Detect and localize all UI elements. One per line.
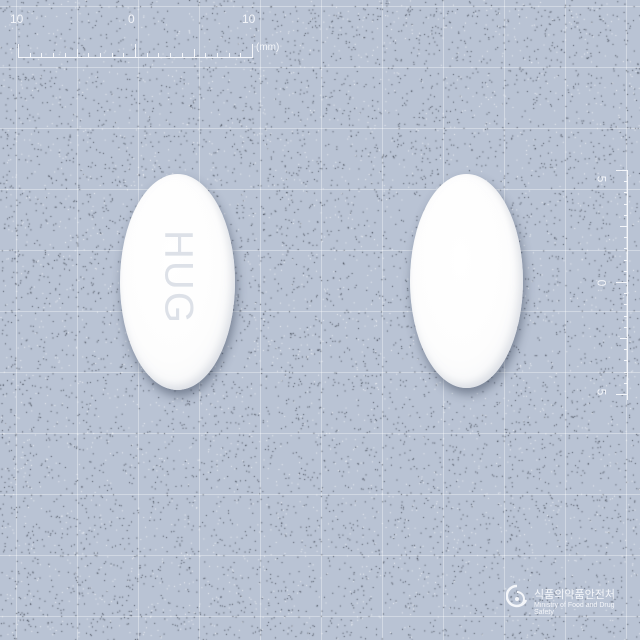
ruler-right <box>612 170 628 400</box>
ruler-tick <box>228 53 230 58</box>
ruler-tick <box>616 394 628 395</box>
ruler-tick <box>624 304 628 306</box>
ruler-tick <box>205 53 207 58</box>
ruler-top-label-left: 10 <box>10 12 24 26</box>
ruler-tick <box>193 49 195 58</box>
ruler-top-label-right: 10 <box>242 12 256 26</box>
ruler-tick <box>620 338 628 339</box>
ruler-tick <box>624 315 628 317</box>
ruler-tick <box>252 44 253 58</box>
logo-korean-text: 식품의약품안전처 <box>534 589 615 601</box>
pill-back <box>410 174 523 388</box>
ruler-tick <box>624 181 628 183</box>
ruler-tick <box>624 270 628 272</box>
ruler-tick <box>624 360 628 362</box>
ruler-right-label-bottom: 5 <box>594 388 609 396</box>
ruler-right-label-top: 5 <box>594 175 609 183</box>
ruler-tick <box>99 53 101 58</box>
pill-front <box>120 174 235 390</box>
ruler-top <box>18 40 253 58</box>
ruler-tick <box>216 53 218 58</box>
ruler-tick <box>620 226 628 227</box>
ruler-tick <box>123 53 125 58</box>
logo-english-text: Ministry of Food and Drug Safety <box>534 602 615 616</box>
ruler-tick <box>29 53 31 58</box>
ruler-tick <box>76 49 78 58</box>
pill-imprint: ΗUG <box>156 230 201 325</box>
ruler-tick <box>624 192 628 194</box>
ruler-tick <box>240 53 242 58</box>
ruler-tick <box>41 53 43 58</box>
mfds-emblem-icon <box>506 584 528 608</box>
ruler-tick <box>624 326 628 328</box>
ruler-tick <box>53 53 55 58</box>
ruler-tick <box>146 53 148 58</box>
ruler-tick <box>170 53 172 58</box>
ruler-tick <box>135 44 136 58</box>
ruler-top-label-center: 0 <box>128 12 135 26</box>
ruler-tick <box>624 293 628 295</box>
ruler-tick <box>158 53 160 58</box>
ruler-tick <box>624 203 628 205</box>
ruler-right-label-center: 0 <box>594 279 609 287</box>
ruler-tick <box>111 53 113 58</box>
ruler-tick <box>624 371 628 373</box>
ruler-tick <box>624 248 628 250</box>
ruler-tick <box>181 53 183 58</box>
mfds-logo: 식품의약품안전처 Ministry of Food and Drug Safet… <box>506 584 636 624</box>
ruler-tick <box>64 53 66 58</box>
ruler-tick <box>624 237 628 239</box>
ruler-tick <box>624 349 628 351</box>
ruler-tick <box>88 53 90 58</box>
ruler-tick <box>624 214 628 216</box>
ruler-tick <box>624 259 628 261</box>
ruler-tick <box>18 44 19 58</box>
ruler-tick <box>616 282 628 283</box>
ruler-tick <box>624 382 628 384</box>
ruler-tick <box>616 170 628 171</box>
ruler-unit-label: (mm) <box>256 42 280 53</box>
